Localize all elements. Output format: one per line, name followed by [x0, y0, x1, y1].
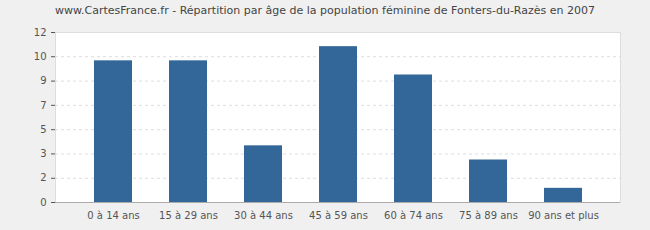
svg-text:75 à 89 ans: 75 à 89 ans: [459, 210, 518, 221]
svg-text:90 ans et plus: 90 ans et plus: [528, 210, 599, 221]
svg-text:0 à 14 ans: 0 à 14 ans: [87, 210, 139, 221]
svg-text:0: 0: [40, 197, 46, 208]
svg-text:3: 3: [40, 148, 46, 159]
svg-text:5: 5: [40, 124, 46, 135]
svg-text:45 à 59 ans: 45 à 59 ans: [309, 210, 368, 221]
svg-text:60 à 74 ans: 60 à 74 ans: [384, 210, 443, 221]
svg-text:7: 7: [40, 100, 46, 111]
svg-text:12: 12: [34, 27, 47, 38]
html-text:www.CartesFrance.fr - Répartit: www.CartesFrance.fr - Répartition par âg…: [55, 4, 595, 17]
svg-text:2: 2: [40, 172, 46, 183]
svg-text:15 à 29 ans: 15 à 29 ans: [159, 210, 218, 221]
svg-text:10: 10: [34, 51, 47, 62]
svg-text:9: 9: [40, 75, 46, 86]
svg-text:30 à 44 ans: 30 à 44 ans: [234, 210, 293, 221]
